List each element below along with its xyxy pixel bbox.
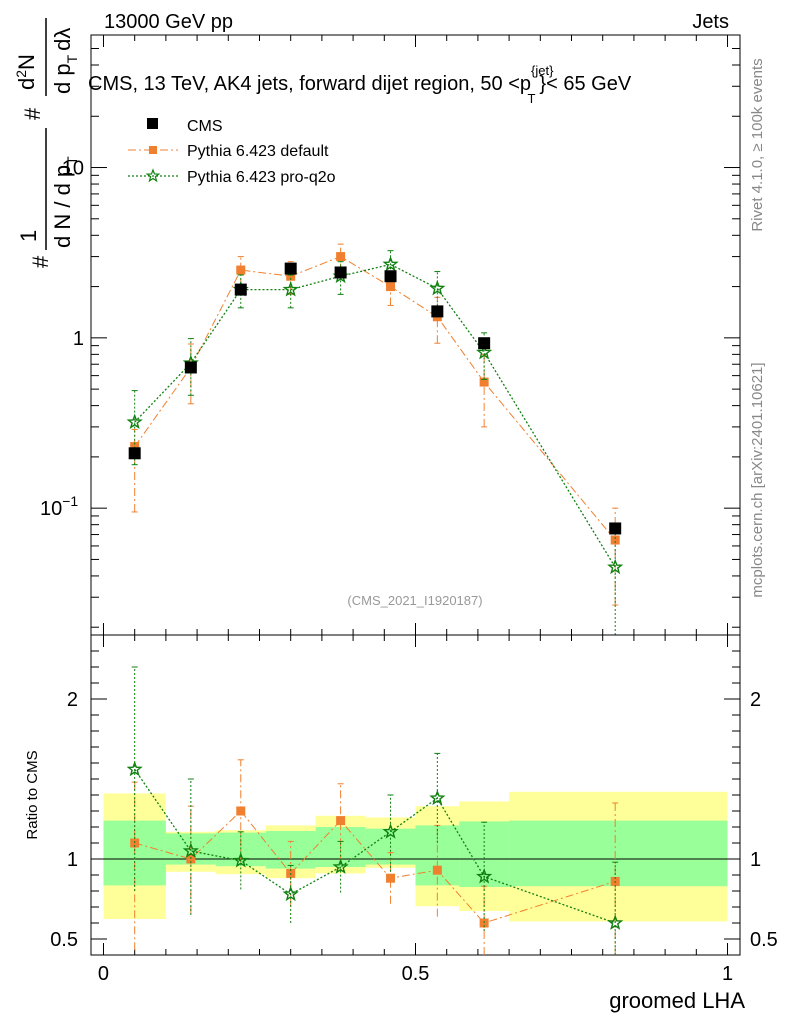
cms-data-point: [478, 337, 491, 350]
legend-marker-cms: [147, 118, 158, 129]
cms-data-point: [384, 270, 397, 283]
rivet-label: Rivet 4.1.0, ≥ 100k events: [749, 58, 766, 231]
ratio-point-proq2o: [232, 852, 249, 868]
series-point-proq2o: [607, 558, 624, 575]
analysis-id: (CMS_2021_I1920187): [347, 593, 482, 608]
ratio-tick-label: 0.5: [50, 929, 78, 951]
svg-text:d pTdλ: d pTdλ: [50, 28, 80, 94]
ratio-point-proq2o: [126, 760, 143, 777]
legend: CMS Pythia 6.423 default Pythia 6.423 pr…: [128, 118, 336, 186]
energy-label: 13000 GeV pp: [104, 11, 233, 33]
x-axis-label: groomed LHA: [609, 988, 745, 1013]
ratio-point-proq2o: [429, 789, 446, 806]
ratio-point-proq2o: [332, 858, 349, 874]
ratio-point-default: [236, 806, 246, 816]
cms-data-point: [609, 522, 622, 535]
x-tick-label: 0: [98, 963, 109, 985]
ratio-line-0: [134, 810, 616, 924]
series-line-0: [134, 256, 616, 541]
series-point-proq2o: [282, 281, 299, 297]
series-point-proq2o: [476, 344, 493, 360]
ratio-ylabel: Ratio to CMS: [24, 750, 41, 839]
ratio-tick-label: 2: [67, 689, 78, 711]
ratio-point-proq2o: [282, 885, 299, 902]
series-line-1: [134, 263, 616, 568]
series-point-default: [236, 265, 246, 275]
series-point-proq2o: [382, 255, 399, 272]
series-point-default: [130, 442, 140, 452]
main-ylabel: # 1 d N / d pT # d2N d pTdλ: [13, 18, 80, 268]
legend-label-default: Pythia 6.423 default: [187, 143, 329, 160]
cms-data-point: [128, 447, 141, 460]
ratio-tick-label-right: 1: [750, 849, 761, 871]
x-tick-label: 0.5: [402, 963, 430, 985]
plot-title: CMS, 13 TeV, AK4 jets, forward dijet reg…: [88, 63, 632, 106]
ratio-point-proq2o: [182, 842, 199, 858]
series-point-default: [336, 252, 346, 262]
cms-data-point: [184, 361, 197, 374]
y-tick-label: 10: [62, 158, 84, 180]
category-label: Jets: [692, 11, 729, 33]
series-point-proq2o: [429, 279, 446, 296]
cms-data-point: [334, 266, 347, 279]
ratio-point-default: [386, 873, 396, 883]
legend-marker-proq2o: [145, 168, 161, 183]
y-tick-label: 10−1: [40, 493, 78, 520]
svg-text:d N / d pT: d N / d pT: [50, 156, 80, 248]
y-tick-label: 1: [73, 328, 84, 350]
svg-text:d2N: d2N: [13, 54, 39, 90]
ratio-tick-label-right: 2: [750, 689, 761, 711]
svg-text:#: #: [20, 107, 45, 120]
cms-data-point: [284, 262, 297, 275]
x-tick-label: 1: [722, 963, 733, 985]
ratio-point-proq2o: [382, 823, 399, 839]
series-point-default: [479, 377, 489, 387]
svg-text:#: #: [28, 255, 53, 268]
legend-label-proq2o: Pythia 6.423 pro-q2o: [187, 169, 336, 186]
series-point-default: [386, 282, 396, 292]
series-point-default: [286, 271, 296, 281]
series-point-proq2o: [126, 413, 143, 430]
cms-data-point: [234, 283, 247, 296]
svg-text:1: 1: [16, 230, 41, 242]
ratio-band-inner: [509, 820, 728, 887]
legend-label-cms: CMS: [187, 118, 223, 135]
ratio-point-proq2o: [476, 868, 493, 884]
legend-marker-default: [149, 146, 157, 154]
series-point-default: [610, 535, 620, 545]
ratio-tick-label: 1: [67, 849, 78, 871]
source-label: mcplots.cern.ch [arXiv:2401.10621]: [749, 362, 766, 597]
ratio-tick-label-right: 0.5: [750, 929, 778, 951]
ratio-point-default: [336, 816, 346, 826]
ratio-point-proq2o: [607, 914, 624, 930]
ratio-point-default: [432, 865, 442, 875]
cms-data-point: [431, 305, 444, 318]
